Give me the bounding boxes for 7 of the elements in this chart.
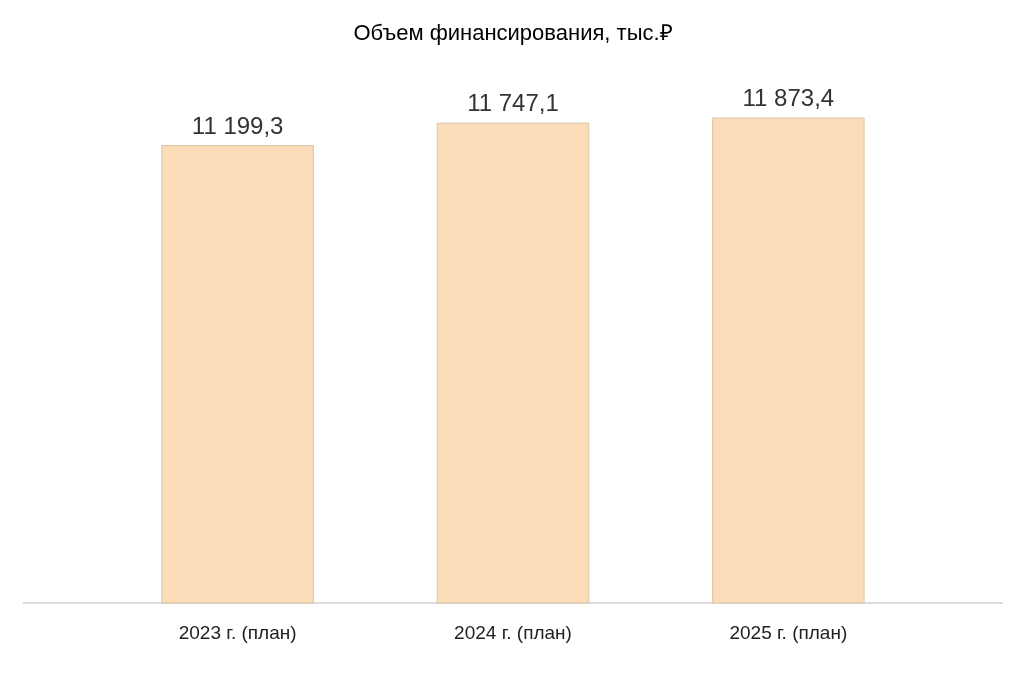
x-tick-label: 2024 г. (план) — [454, 622, 572, 643]
x-tick-label: 2023 г. (план) — [178, 622, 297, 643]
data-label: 11 747,1 — [467, 89, 559, 117]
x-tick-label: 2025 г. (план) — [729, 622, 848, 643]
data-label: 11 873,4 — [742, 84, 835, 111]
data-label: 11 199,3 — [191, 111, 284, 139]
chart-title: Объем финансирования, тыс.₽ — [353, 20, 673, 45]
